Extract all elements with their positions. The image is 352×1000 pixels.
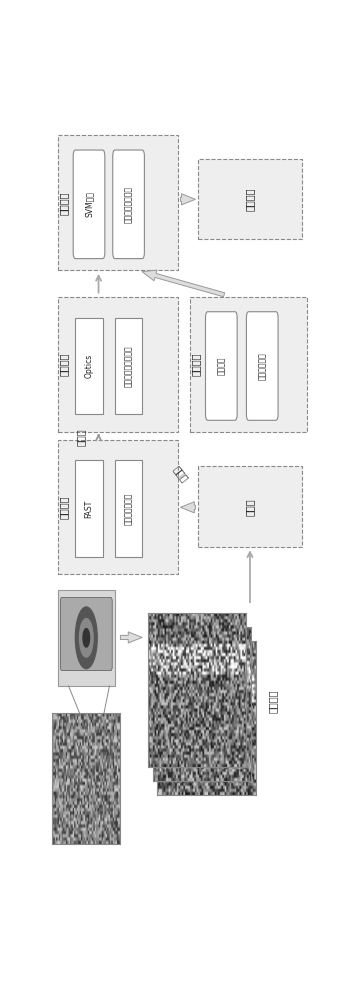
FancyBboxPatch shape [198, 158, 302, 239]
FancyBboxPatch shape [58, 590, 115, 686]
FancyBboxPatch shape [58, 297, 178, 432]
FancyBboxPatch shape [113, 150, 144, 259]
Text: 高级处理: 高级处理 [59, 191, 69, 215]
Text: 视频数据: 视频数据 [268, 690, 278, 713]
Text: 人群特征点分析: 人群特征点分析 [124, 492, 133, 525]
Text: FAST: FAST [84, 499, 94, 518]
FancyBboxPatch shape [58, 135, 178, 270]
FancyBboxPatch shape [115, 318, 142, 414]
Text: SVM学习: SVM学习 [84, 191, 94, 217]
Text: 中级处理: 中级处理 [59, 353, 69, 376]
FancyArrowPatch shape [142, 270, 225, 297]
Text: 高密度: 高密度 [76, 428, 86, 446]
FancyBboxPatch shape [198, 466, 302, 547]
FancyBboxPatch shape [73, 150, 105, 259]
FancyArrowPatch shape [120, 632, 142, 643]
Text: 初级处理: 初级处理 [59, 495, 69, 519]
Text: 构造特征向量: 构造特征向量 [258, 352, 267, 380]
Text: 摄像系统: 摄像系统 [81, 620, 91, 644]
FancyBboxPatch shape [206, 312, 237, 420]
Circle shape [75, 607, 97, 669]
FancyArrowPatch shape [181, 194, 195, 205]
Text: 人数估计学习模型: 人数估计学习模型 [124, 186, 133, 223]
FancyBboxPatch shape [190, 297, 307, 432]
Text: 人数统计: 人数统计 [245, 187, 255, 211]
Text: 低密度: 低密度 [171, 464, 190, 484]
FancyBboxPatch shape [246, 312, 278, 420]
Text: Optics: Optics [84, 354, 94, 378]
Text: 中级处理: 中级处理 [191, 353, 201, 376]
FancyBboxPatch shape [61, 597, 112, 671]
Text: 场景: 场景 [81, 815, 91, 827]
Text: 人群特征点聚类分析: 人群特征点聚类分析 [124, 345, 133, 387]
FancyBboxPatch shape [115, 460, 142, 557]
Circle shape [80, 619, 93, 657]
FancyBboxPatch shape [58, 440, 178, 574]
Text: 预处理: 预处理 [245, 498, 255, 516]
FancyArrowPatch shape [181, 502, 195, 513]
Text: 边缘检测: 边缘检测 [217, 357, 226, 375]
FancyBboxPatch shape [75, 318, 103, 414]
FancyBboxPatch shape [75, 460, 103, 557]
Circle shape [83, 629, 89, 647]
